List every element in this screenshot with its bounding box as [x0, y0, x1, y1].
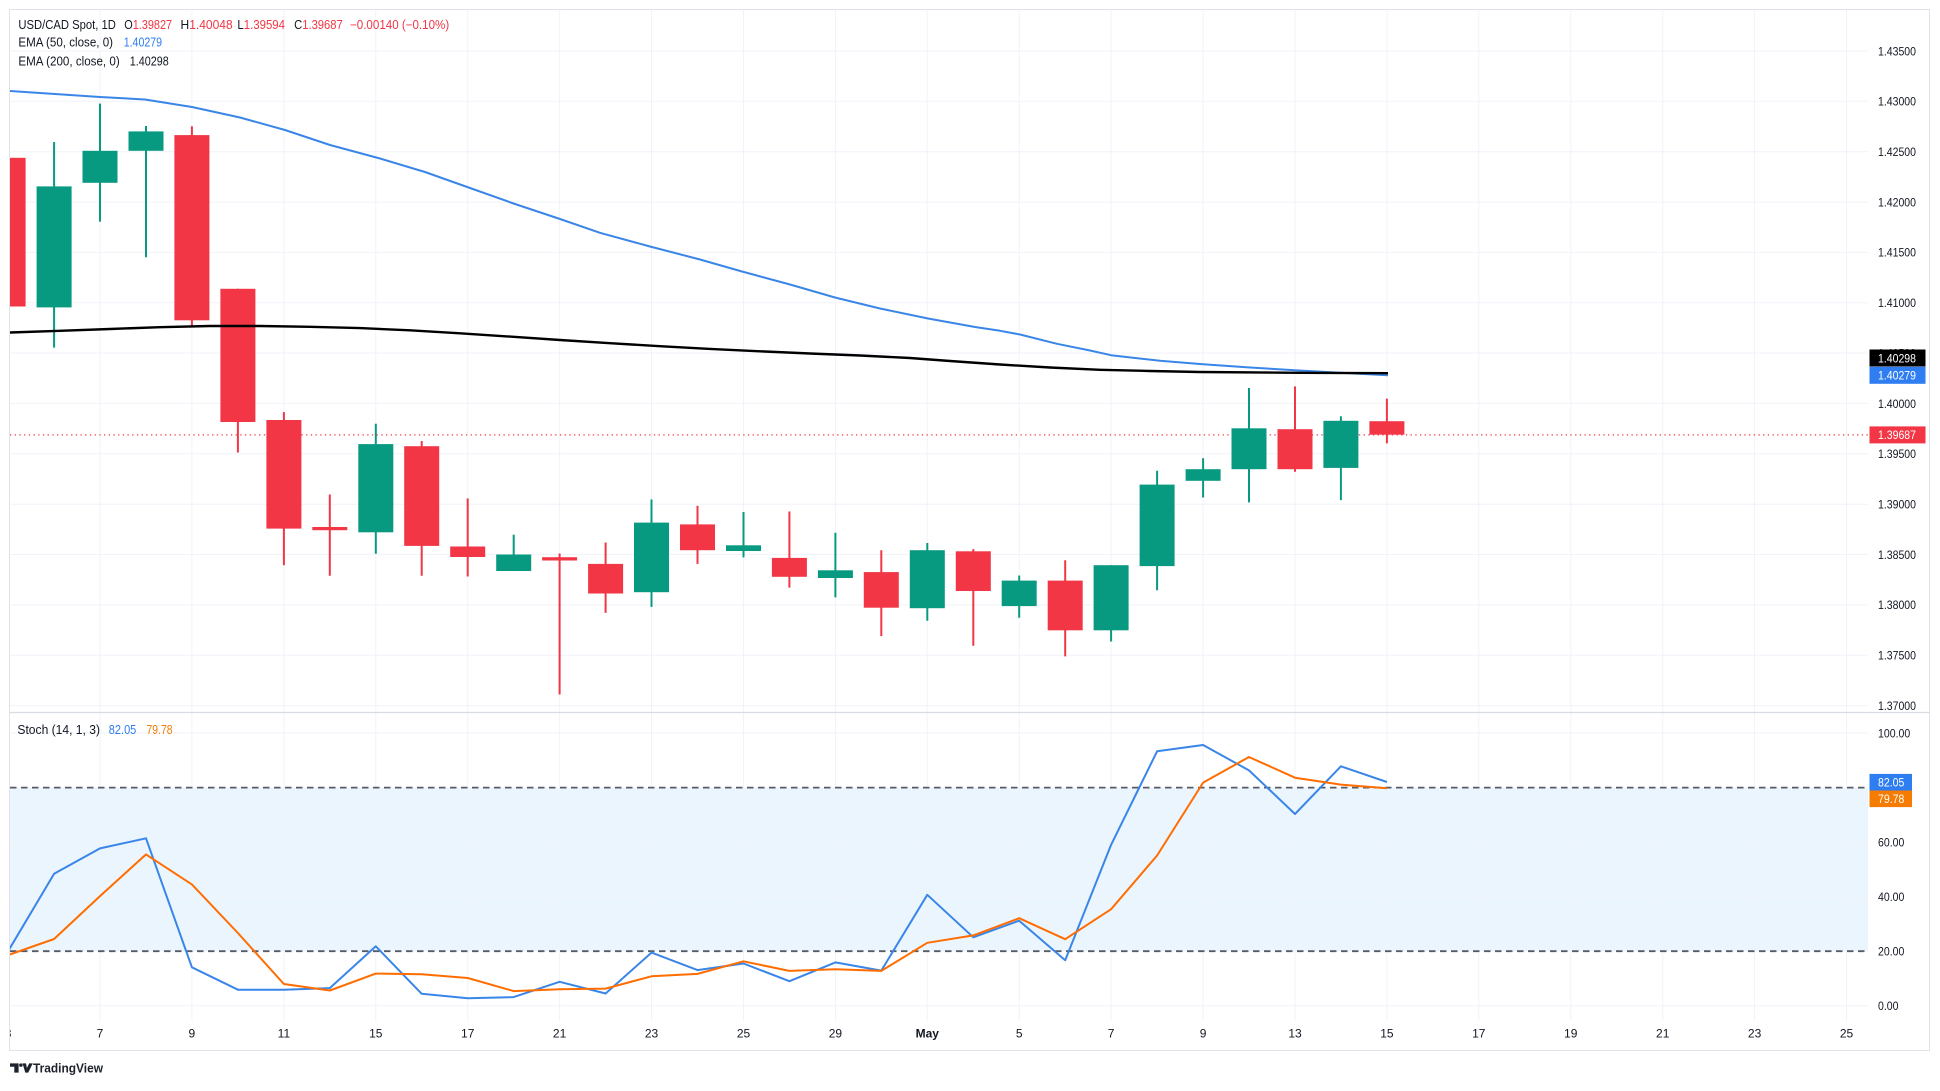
svg-text:1.37500: 1.37500 — [1878, 649, 1916, 663]
svg-text:1.41500: 1.41500 — [1878, 246, 1916, 260]
svg-text:9: 9 — [189, 1027, 196, 1041]
svg-text:17: 17 — [461, 1027, 475, 1041]
svg-text:1.40000: 1.40000 — [1878, 397, 1916, 411]
svg-text:1.40298: 1.40298 — [1878, 351, 1916, 365]
svg-text:3: 3 — [5, 1027, 12, 1041]
svg-text:May: May — [916, 1027, 940, 1041]
svg-text:0.00: 0.00 — [1878, 999, 1899, 1013]
svg-text:1.40279: 1.40279 — [124, 36, 162, 50]
svg-text:60.00: 60.00 — [1878, 835, 1905, 849]
svg-text:O1.39827: O1.39827 — [124, 18, 172, 32]
svg-text:1.39687: 1.39687 — [1878, 428, 1916, 442]
svg-text:40.00: 40.00 — [1878, 890, 1905, 904]
svg-text:19: 19 — [1564, 1027, 1578, 1041]
svg-text:C1.39687: C1.39687 — [294, 18, 343, 32]
svg-text:11: 11 — [278, 1027, 291, 1041]
svg-text:25: 25 — [1840, 1027, 1854, 1041]
svg-text:20.00: 20.00 — [1878, 945, 1905, 959]
svg-text:79.78: 79.78 — [147, 723, 173, 737]
svg-text:1.38000: 1.38000 — [1878, 598, 1916, 612]
svg-text:USD/CAD Spot, 1D: USD/CAD Spot, 1D — [18, 18, 116, 32]
svg-text:1.42500: 1.42500 — [1878, 145, 1916, 159]
svg-text:1.40279: 1.40279 — [1878, 369, 1916, 383]
svg-text:1.39000: 1.39000 — [1878, 498, 1916, 512]
svg-text:5: 5 — [1016, 1027, 1023, 1041]
svg-text:23: 23 — [645, 1027, 659, 1041]
svg-text:1.43000: 1.43000 — [1878, 95, 1916, 109]
svg-text:13: 13 — [1288, 1027, 1302, 1041]
svg-text:1.38500: 1.38500 — [1878, 548, 1916, 562]
svg-text:17: 17 — [1472, 1027, 1486, 1041]
svg-text:1.43500: 1.43500 — [1878, 44, 1916, 58]
svg-text:15: 15 — [1380, 1027, 1394, 1041]
svg-text:82.05: 82.05 — [1878, 776, 1905, 790]
svg-text:1.37000: 1.37000 — [1878, 699, 1916, 713]
svg-text:29: 29 — [829, 1027, 843, 1041]
svg-text:7: 7 — [1108, 1027, 1115, 1041]
svg-text:EMA (50, close, 0): EMA (50, close, 0) — [18, 36, 113, 50]
svg-text:21: 21 — [553, 1027, 567, 1041]
svg-text:1.41000: 1.41000 — [1878, 296, 1916, 310]
svg-text:H1.40048: H1.40048 — [181, 18, 233, 32]
svg-text:21: 21 — [1656, 1027, 1670, 1041]
svg-text:23: 23 — [1748, 1027, 1762, 1041]
svg-text:15: 15 — [369, 1027, 383, 1041]
svg-text:100.00: 100.00 — [1878, 726, 1910, 740]
svg-text:−0.00140 (−0.10%): −0.00140 (−0.10%) — [350, 18, 449, 32]
svg-text:1.40298: 1.40298 — [130, 55, 169, 69]
svg-text:L1.39594: L1.39594 — [237, 18, 285, 32]
svg-text:79.78: 79.78 — [1878, 792, 1905, 806]
svg-text:9: 9 — [1200, 1027, 1207, 1041]
svg-text:1.39500: 1.39500 — [1878, 447, 1916, 461]
svg-text:TradingView: TradingView — [33, 1061, 103, 1076]
svg-text:Stoch (14, 1, 3): Stoch (14, 1, 3) — [17, 723, 100, 737]
svg-text:82.05: 82.05 — [109, 723, 137, 737]
svg-text:25: 25 — [737, 1027, 751, 1041]
svg-text:7: 7 — [97, 1027, 104, 1041]
svg-text:EMA (200, close, 0): EMA (200, close, 0) — [18, 55, 119, 69]
svg-text:1.42000: 1.42000 — [1878, 195, 1916, 209]
